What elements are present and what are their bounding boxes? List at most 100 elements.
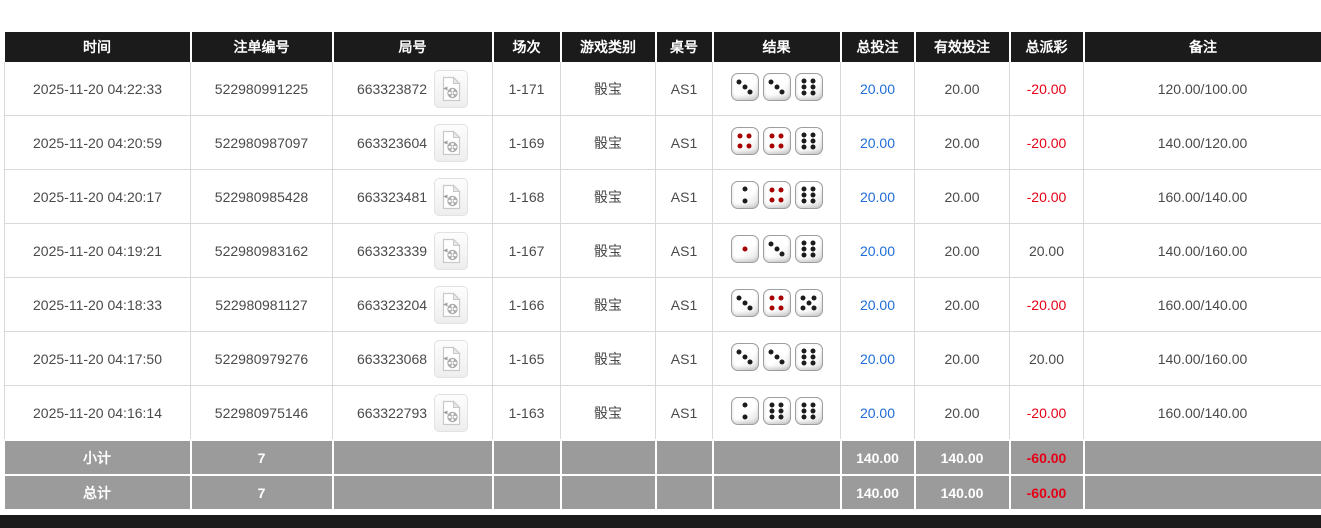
time-cell: 2025-11-20 04:16:14 bbox=[4, 385, 191, 441]
col-header-time: 时间 bbox=[4, 32, 192, 62]
video-replay-icon bbox=[442, 399, 461, 425]
video-replay-button[interactable] bbox=[434, 69, 469, 108]
die-2-icon bbox=[730, 397, 759, 425]
round-number: 663323872 bbox=[356, 80, 428, 97]
session-cell: 1-169 bbox=[492, 115, 561, 170]
session-cell: 1-167 bbox=[492, 223, 561, 278]
round-number: 663323481 bbox=[356, 188, 428, 205]
round-number: 663323204 bbox=[356, 296, 428, 313]
die-3-icon bbox=[762, 235, 791, 263]
remark-cell: 140.00/120.00 bbox=[1083, 115, 1321, 170]
remark-cell: 120.00/100.00 bbox=[1083, 62, 1321, 116]
remark-cell: 160.00/140.00 bbox=[1083, 277, 1321, 332]
bet-number-cell: 522980975146 bbox=[190, 385, 333, 441]
bet-number-cell: 522980985428 bbox=[190, 169, 333, 224]
subtotal-row-cell-total_bet: 140.00 bbox=[840, 439, 916, 475]
video-replay-icon bbox=[442, 129, 461, 155]
game-type-cell: 骰宝 bbox=[560, 223, 656, 278]
bet-number-cell: 522980983162 bbox=[190, 223, 333, 278]
subtotal-row-cell-remark bbox=[1083, 439, 1321, 475]
valid-bet-cell: 20.00 bbox=[914, 169, 1010, 224]
die-6-icon bbox=[762, 397, 791, 425]
time-cell: 2025-11-20 04:18:33 bbox=[4, 277, 191, 332]
total-row-cell-time: 总计 bbox=[4, 474, 192, 509]
remark-cell: 140.00/160.00 bbox=[1083, 331, 1321, 386]
table-row: 2025-11-20 04:16:14 522980975146 6633227… bbox=[4, 385, 1321, 441]
table-row: 2025-11-20 04:17:50 522980979276 6633230… bbox=[4, 331, 1321, 386]
col-header-remark: 备注 bbox=[1083, 32, 1321, 62]
game-type-cell: 骰宝 bbox=[560, 385, 656, 441]
bet-history-page: 时间 注单编号 局号 场次 游戏类别 桌号 结果 总投注 有效投注 总派彩 备注 2025-11-2… bbox=[0, 32, 1321, 528]
table-header: 时间 注单编号 局号 场次 游戏类别 桌号 结果 总投注 有效投注 总派彩 备注 bbox=[4, 32, 1321, 62]
session-cell: 1-171 bbox=[492, 62, 561, 116]
total-row-cell-bet_no: 7 bbox=[190, 474, 334, 509]
total-bet-cell[interactable]: 20.00 bbox=[840, 115, 915, 170]
dice-result-cell bbox=[712, 115, 841, 170]
subtotal-row-cell-game_type bbox=[560, 439, 657, 475]
remark-cell: 160.00/140.00 bbox=[1083, 385, 1321, 441]
video-replay-icon bbox=[442, 345, 461, 371]
total-bet-cell[interactable]: 20.00 bbox=[840, 169, 915, 224]
subtotal-row-cell-table_no bbox=[655, 439, 714, 475]
video-replay-button[interactable] bbox=[434, 177, 469, 216]
session-cell: 1-165 bbox=[492, 331, 561, 386]
die-1-icon bbox=[730, 235, 759, 263]
die-4-icon bbox=[730, 127, 759, 155]
table-number-cell: AS1 bbox=[655, 62, 713, 116]
bet-number-cell: 522980991225 bbox=[190, 62, 333, 116]
total-row-cell-remark bbox=[1083, 474, 1321, 509]
col-header-total_bet: 总投注 bbox=[840, 32, 916, 62]
table-row: 2025-11-20 04:18:33 522980981127 6633232… bbox=[4, 277, 1321, 332]
table-number-cell: AS1 bbox=[655, 277, 713, 332]
bet-records-table: 时间 注单编号 局号 场次 游戏类别 桌号 结果 总投注 有效投注 总派彩 备注 2025-11-2… bbox=[4, 32, 1321, 509]
header-row: 时间 注单编号 局号 场次 游戏类别 桌号 结果 总投注 有效投注 总派彩 备注 bbox=[4, 32, 1321, 62]
total-bet-cell[interactable]: 20.00 bbox=[840, 277, 915, 332]
die-4-icon bbox=[762, 127, 791, 155]
video-replay-button[interactable] bbox=[434, 123, 469, 162]
payout-cell: -20.00 bbox=[1009, 169, 1084, 224]
total-bet-cell[interactable]: 20.00 bbox=[840, 62, 915, 116]
session-cell: 1-168 bbox=[492, 169, 561, 224]
dice-result-cell bbox=[712, 277, 841, 332]
die-5-icon bbox=[794, 289, 823, 317]
total-bet-cell[interactable]: 20.00 bbox=[840, 331, 915, 386]
dice-result-cell bbox=[712, 169, 841, 224]
session-cell: 1-166 bbox=[492, 277, 561, 332]
die-6-icon bbox=[794, 343, 823, 371]
die-3-icon bbox=[762, 73, 791, 101]
time-cell: 2025-11-20 04:19:21 bbox=[4, 223, 191, 278]
round-number: 663323068 bbox=[356, 350, 428, 367]
col-header-game_type: 游戏类别 bbox=[560, 32, 657, 62]
time-cell: 2025-11-20 04:20:17 bbox=[4, 169, 191, 224]
col-header-payout: 总派彩 bbox=[1009, 32, 1085, 62]
video-replay-button[interactable] bbox=[434, 393, 469, 432]
die-6-icon bbox=[794, 397, 823, 425]
game-type-cell: 骰宝 bbox=[560, 169, 656, 224]
valid-bet-cell: 20.00 bbox=[914, 331, 1010, 386]
total-bet-cell[interactable]: 20.00 bbox=[840, 385, 915, 441]
remark-cell: 140.00/160.00 bbox=[1083, 223, 1321, 278]
col-header-valid_bet: 有效投注 bbox=[914, 32, 1011, 62]
die-4-icon bbox=[762, 289, 791, 317]
subtotal-row-cell-time: 小计 bbox=[4, 439, 192, 475]
video-replay-button[interactable] bbox=[434, 231, 469, 270]
total-bet-cell[interactable]: 20.00 bbox=[840, 223, 915, 278]
video-replay-button[interactable] bbox=[434, 339, 469, 378]
die-3-icon bbox=[730, 343, 759, 371]
video-replay-button[interactable] bbox=[434, 285, 469, 324]
table-number-cell: AS1 bbox=[655, 331, 713, 386]
round-number: 663323339 bbox=[356, 242, 428, 259]
round-cell: 663323068 bbox=[332, 331, 493, 386]
col-header-bet_no: 注单编号 bbox=[190, 32, 334, 62]
video-replay-icon bbox=[442, 291, 461, 317]
table-number-cell: AS1 bbox=[655, 169, 713, 224]
col-header-session: 场次 bbox=[492, 32, 562, 62]
round-cell: 663323872 bbox=[332, 62, 493, 116]
total-row-cell-payout: -60.00 bbox=[1009, 474, 1085, 509]
subtotal-row-cell-result bbox=[712, 439, 842, 475]
die-3-icon bbox=[730, 289, 759, 317]
bet-number-cell: 522980981127 bbox=[190, 277, 333, 332]
round-cell: 663323481 bbox=[332, 169, 493, 224]
die-3-icon bbox=[762, 343, 791, 371]
dice-result-cell bbox=[712, 385, 841, 441]
